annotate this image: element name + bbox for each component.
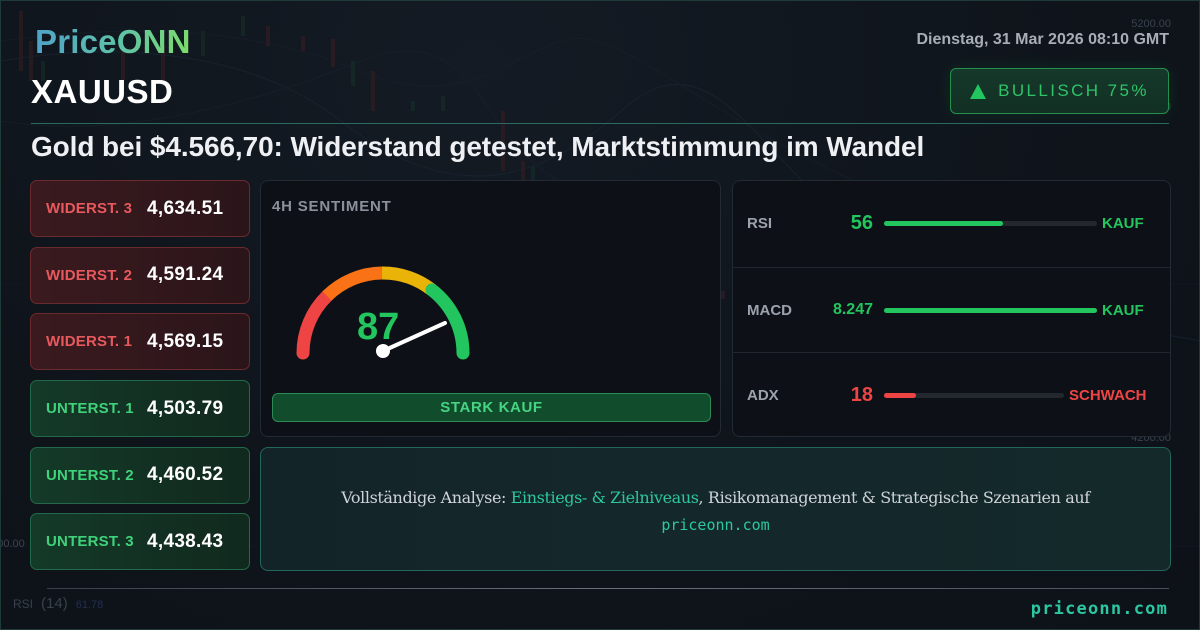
sentiment-score: 87: [357, 306, 400, 348]
indicator-signal: KAUF: [1102, 301, 1144, 319]
resistance-level-2: WIDERST. 2 4,591.24: [30, 246, 250, 304]
rsi-period: (14): [41, 595, 68, 612]
indicator-bar: [884, 307, 1097, 313]
sentiment-gauge: [296, 266, 470, 360]
cta-highlight[interactable]: Einstiegs- & Zielniveaus: [510, 488, 699, 507]
resistance-level-1: WIDERST. 1 4,569.15: [30, 313, 250, 371]
indicator-row-rsi: RSI 56 KAUF: [733, 181, 1170, 266]
rsi-label: RSI: [13, 597, 34, 611]
sentiment-title: 4H SENTIMENT: [272, 198, 392, 215]
datetime-label: Dienstag, 31 Mar 2026 08:10 GMT: [916, 31, 1169, 48]
indicator-value: 56: [850, 212, 873, 234]
indicator-name: ADX: [747, 386, 779, 404]
level-label: WIDERST. 2: [46, 266, 133, 284]
trend-badge: BULLISCH 75%: [950, 68, 1169, 114]
indicator-row-macd: MACD 8.247 KAUF: [733, 267, 1170, 352]
analysis-cta[interactable]: Vollständige Analyse: Einstiegs- & Zieln…: [260, 447, 1171, 571]
axis-label: 5200.00: [1131, 18, 1171, 30]
headline: Gold bei $4.566,70: Widerstand getestet,…: [31, 131, 925, 162]
cta-suffix: , Risikomanagement & Strategische Szenar…: [698, 488, 1091, 507]
footer-divider: [47, 588, 1169, 589]
sentiment-signal: STARK KAUF: [272, 393, 711, 422]
brand-logo[interactable]: PriceONN: [35, 23, 191, 60]
indicator-name: MACD: [747, 301, 792, 319]
indicator-bar: [884, 221, 1097, 226]
rsi-value: 61.78: [75, 599, 104, 611]
header-divider: [31, 123, 1169, 124]
level-value: 4,634.51: [147, 197, 224, 219]
indicator-value: 8.247: [832, 301, 873, 318]
indicator-signal: KAUF: [1102, 215, 1144, 232]
level-value: 4,503.79: [147, 397, 224, 419]
indicator-value: 18: [850, 383, 873, 406]
support-level-1: UNTERST. 1 4,503.79: [30, 380, 250, 438]
axis-label: 4000.00: [1, 538, 25, 550]
level-label: UNTERST. 1: [46, 400, 134, 418]
level-value: 4,438.43: [147, 530, 224, 552]
support-level-2: UNTERST. 2 4,460.52: [30, 446, 250, 504]
cta-text: Vollständige Analyse: Einstiegs- & Zieln…: [261, 488, 1170, 507]
level-label: WIDERST. 3: [46, 200, 133, 217]
symbol-title: XAUUSD: [31, 73, 174, 110]
cta-link[interactable]: priceonn.com: [661, 516, 770, 534]
background-rsi-label: RSI (14) 61.78: [13, 595, 103, 612]
indicator-bar-fill: [884, 307, 1097, 313]
indicator-row-adx: ADX 18 SCHWACH: [733, 352, 1170, 437]
indicator-bar: [884, 392, 1064, 398]
indicator-bar-fill: [884, 392, 917, 398]
cta-prefix: Vollständige Analyse:: [341, 488, 511, 507]
trend-badge-label: BULLISCH 75%: [998, 81, 1149, 100]
level-label: WIDERST. 1: [46, 333, 133, 351]
indicators-card: RSI 56 KAUF MACD 8.247 KAUF ADX 18 SCHWA…: [732, 180, 1171, 437]
level-value: 4,569.15: [147, 330, 224, 352]
resistance-level-3: WIDERST. 3 4,634.51: [30, 180, 250, 237]
level-label: UNTERST. 3: [46, 533, 134, 551]
level-label: UNTERST. 2: [46, 466, 134, 484]
level-value: 4,591.24: [147, 264, 224, 286]
support-level-3: UNTERST. 3 4,438.43: [30, 513, 250, 571]
level-value: 4,460.52: [147, 464, 224, 486]
triangle-up-icon: [970, 83, 987, 99]
price-levels: WIDERST. 3 4,634.51 WIDERST. 2 4,591.24 …: [30, 180, 250, 580]
indicator-signal: SCHWACH: [1069, 386, 1147, 404]
indicator-name: RSI: [747, 215, 773, 232]
sentiment-card: 4H SENTIMENT 87 STARK KAUF: [260, 180, 721, 437]
footer-url-link[interactable]: priceonn.com: [1030, 599, 1168, 619]
indicator-bar-fill: [884, 221, 1004, 226]
